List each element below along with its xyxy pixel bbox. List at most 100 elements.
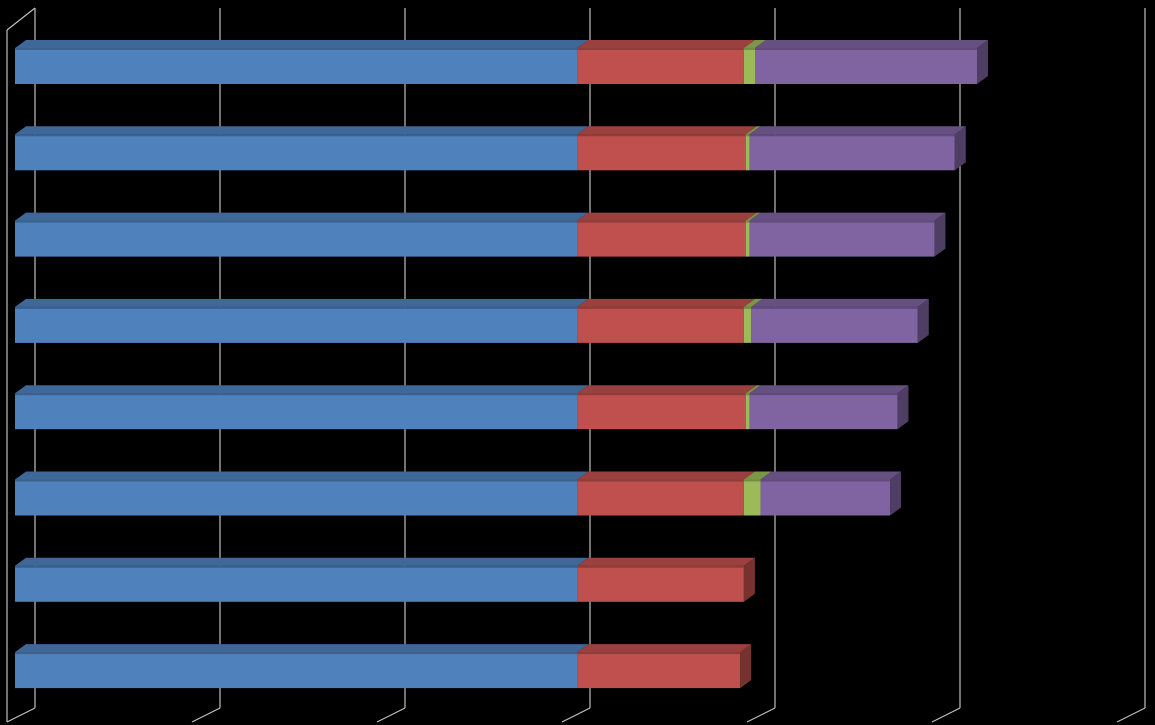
bar-front-face bbox=[15, 306, 578, 343]
bar-front-face bbox=[577, 565, 744, 602]
bar-side-face-1 bbox=[977, 40, 988, 84]
bar-top-edge bbox=[577, 306, 744, 309]
bar-segment-6-series-1 bbox=[15, 471, 589, 516]
bar-top-face bbox=[745, 212, 761, 221]
bar-top-edge bbox=[15, 220, 578, 223]
bar-front-face bbox=[577, 48, 744, 84]
bar-top-face bbox=[577, 40, 755, 48]
bar-front-face bbox=[743, 48, 755, 84]
bar-top-edge bbox=[745, 220, 750, 223]
bar-front-face bbox=[15, 479, 578, 516]
floor-gridline-5 bbox=[931, 707, 961, 723]
bar-top-edge bbox=[15, 48, 578, 50]
bar-top-edge bbox=[577, 134, 746, 137]
floor-gridline-4 bbox=[746, 707, 776, 723]
bar-front-face bbox=[577, 393, 746, 430]
bar-top-edge bbox=[577, 220, 746, 223]
left-wall-top-edge bbox=[6, 7, 36, 31]
bar-side-face-6 bbox=[890, 471, 902, 516]
bar-segment-1-series-4 bbox=[755, 40, 988, 84]
bar-segment-4-series-1 bbox=[15, 298, 589, 343]
bars bbox=[15, 40, 988, 689]
bar-segment-5-series-4 bbox=[749, 385, 909, 430]
bar-top-face bbox=[15, 471, 589, 480]
bar-row-6 bbox=[15, 471, 902, 516]
bar-segment-6-series-4 bbox=[760, 471, 902, 516]
bar-front-face bbox=[743, 479, 761, 516]
bar-segment-6-series-3 bbox=[743, 471, 772, 516]
bar-front-face bbox=[749, 134, 955, 171]
bar-top-edge bbox=[15, 134, 578, 137]
bar-top-edge bbox=[743, 48, 755, 50]
bar-segment-2-series-1 bbox=[15, 126, 589, 171]
bar-segment-1-series-3 bbox=[743, 40, 766, 84]
bar-segment-3-series-3 bbox=[745, 212, 761, 257]
bar-side-face-3 bbox=[934, 212, 946, 257]
bar-top-face bbox=[743, 298, 763, 307]
bar-top-edge bbox=[577, 565, 744, 568]
bar-side-face-5 bbox=[897, 385, 909, 430]
bar-segment-8-series-2 bbox=[577, 644, 752, 689]
bar-segment-7-series-2 bbox=[577, 557, 755, 602]
bar-top-face bbox=[577, 471, 755, 480]
bar-front-face bbox=[751, 306, 918, 343]
bar-segment-5-series-3 bbox=[745, 385, 761, 430]
bar-side-face-8 bbox=[740, 644, 752, 689]
bar-segment-5-series-2 bbox=[577, 385, 757, 430]
bar-front-face bbox=[755, 48, 977, 84]
bar-segment-8-series-1 bbox=[15, 644, 589, 689]
bar-front-face bbox=[15, 565, 578, 602]
bar-top-face bbox=[751, 298, 929, 307]
bar-front-face bbox=[577, 652, 741, 689]
bar-side-face-4 bbox=[917, 298, 929, 343]
bar-top-edge bbox=[15, 393, 578, 396]
floor-gridline-1 bbox=[191, 707, 221, 723]
bar-top-face bbox=[577, 298, 755, 307]
bar-top-face bbox=[577, 212, 757, 221]
bar-top-edge bbox=[577, 652, 741, 655]
bar-front-face bbox=[760, 479, 891, 516]
bar-front-face bbox=[15, 134, 578, 171]
bar-top-face bbox=[755, 40, 988, 48]
floor-gridline-3 bbox=[561, 707, 591, 723]
bar-top-face bbox=[15, 40, 589, 48]
bar-segment-1-series-2 bbox=[577, 40, 755, 84]
bar-row-3 bbox=[15, 212, 946, 257]
bar-segment-4-series-2 bbox=[577, 298, 755, 343]
floor-gridline-2 bbox=[376, 707, 406, 723]
bar-segment-3-series-1 bbox=[15, 212, 589, 257]
bar-segment-3-series-2 bbox=[577, 212, 757, 257]
bar-top-edge bbox=[15, 565, 578, 568]
bar-segment-6-series-2 bbox=[577, 471, 755, 516]
bar-top-face bbox=[15, 126, 589, 135]
floor-gridline-0 bbox=[6, 707, 36, 723]
bar-side-face-2 bbox=[954, 126, 966, 171]
bar-segment-2-series-3 bbox=[745, 126, 761, 171]
bar-top-face bbox=[760, 471, 902, 480]
bar-front-face bbox=[577, 479, 744, 516]
bar-top-face bbox=[749, 212, 946, 221]
bar-top-edge bbox=[745, 393, 750, 396]
bar-segment-4-series-3 bbox=[743, 298, 763, 343]
bar-front-face bbox=[745, 393, 750, 430]
bar-top-edge bbox=[745, 134, 750, 137]
bar-top-face bbox=[743, 40, 766, 48]
bar-top-edge bbox=[577, 48, 744, 50]
bar-top-face bbox=[745, 385, 761, 394]
bar-front-face bbox=[745, 134, 750, 171]
bar-top-edge bbox=[15, 306, 578, 309]
bar-top-edge bbox=[755, 48, 977, 50]
bar-top-edge bbox=[749, 134, 955, 137]
bar-segment-2-series-2 bbox=[577, 126, 757, 171]
bar-front-face bbox=[15, 48, 578, 84]
bar-top-face bbox=[577, 557, 755, 566]
bar-top-face bbox=[743, 471, 772, 480]
bar-segment-2-series-4 bbox=[749, 126, 966, 171]
bar-top-edge bbox=[749, 220, 935, 223]
bar-segment-4-series-4 bbox=[751, 298, 929, 343]
bar-segment-7-series-1 bbox=[15, 557, 589, 602]
bar-front-face bbox=[15, 220, 578, 257]
floor-gridline-6 bbox=[1116, 707, 1146, 723]
